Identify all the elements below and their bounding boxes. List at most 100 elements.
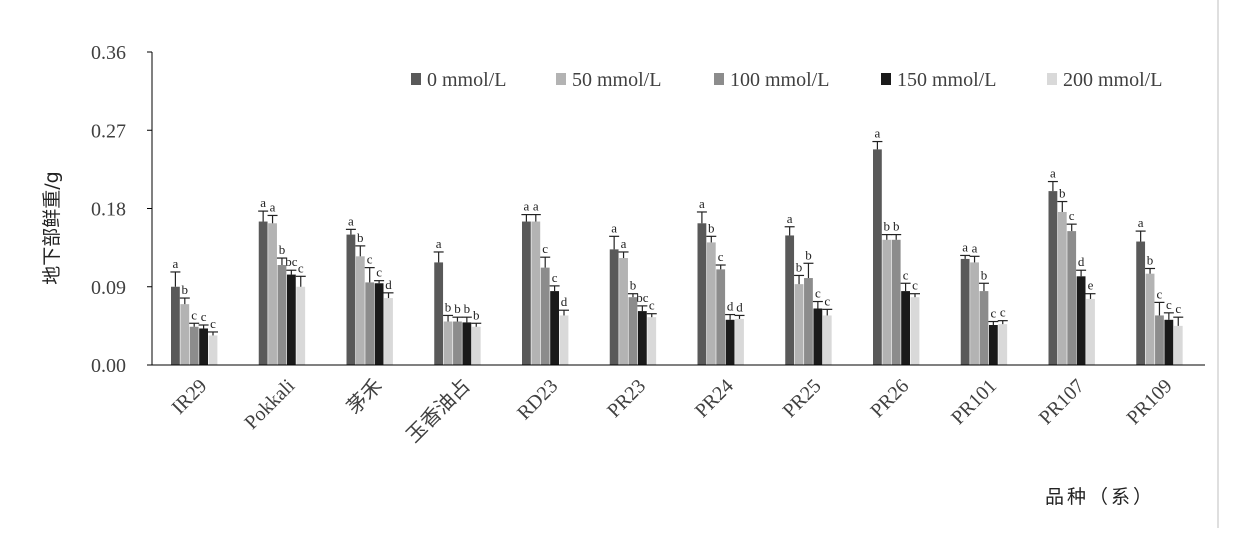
bar: [998, 324, 1008, 365]
x-axis-title: 品种（系）: [1045, 486, 1155, 508]
significance-label: c: [990, 306, 996, 321]
significance-label: a: [173, 256, 179, 271]
significance-label: a: [875, 126, 881, 141]
x-tick-label: PR26: [866, 375, 913, 422]
significance-label: b: [1059, 186, 1066, 201]
bar: [1164, 319, 1174, 365]
y-axis: 0.00 0.09 0.18 0.27 0.36: [91, 42, 153, 377]
bar: [434, 262, 444, 365]
bar: [628, 297, 638, 365]
significance-label: c: [1157, 286, 1163, 301]
significance-label: c: [649, 298, 655, 313]
significance-label: c: [1069, 208, 1075, 223]
y-tick-label: 0.09: [91, 277, 126, 299]
significance-label: a: [533, 199, 539, 214]
significance-label: c: [552, 270, 558, 285]
significance-label: c: [367, 252, 373, 267]
x-tick-label: RD23: [513, 375, 562, 424]
x-tick-label: 玉香油占: [402, 374, 475, 447]
bar: [988, 325, 998, 365]
bar: [697, 223, 707, 365]
y-tick-label: 0.36: [91, 42, 126, 64]
x-tick-label: Pokkali: [240, 375, 299, 434]
significance-label: c: [542, 241, 548, 256]
significance-label: c: [903, 267, 909, 282]
significance-label: a: [972, 240, 978, 255]
bar: [716, 269, 726, 365]
bar: [296, 286, 306, 365]
bar: [637, 311, 647, 365]
bar: [258, 221, 268, 365]
significance-label: e: [1088, 278, 1094, 293]
bar: [374, 283, 384, 365]
bar: [804, 278, 813, 365]
x-tick-label: PR109: [1123, 375, 1177, 429]
significance-label: c: [718, 249, 724, 264]
bar: [901, 291, 910, 365]
significance-label: a: [1050, 166, 1056, 181]
bar: [1155, 315, 1164, 365]
bar: [1067, 231, 1077, 365]
bar: [1145, 273, 1155, 365]
bar: [794, 284, 804, 365]
significance-label: a: [270, 199, 276, 214]
bar: [785, 235, 795, 365]
bar: [180, 304, 190, 365]
bar: [471, 326, 481, 365]
bar: [1057, 211, 1067, 365]
bar: [960, 258, 970, 365]
significance-label: a: [524, 199, 530, 214]
bar: [199, 328, 208, 365]
significance-label: b: [630, 278, 637, 293]
significance-label: d: [736, 299, 743, 314]
x-tick-label: 茅禾: [342, 374, 387, 419]
significance-label: a: [436, 236, 442, 251]
x-tick-label: PR23: [603, 375, 650, 422]
significance-label: b: [1147, 252, 1154, 267]
bar: [531, 221, 541, 365]
bar: [882, 239, 892, 365]
bar: [286, 274, 296, 365]
bar: [171, 286, 180, 365]
legend-label: 200 mmol/L: [1063, 69, 1162, 91]
significance-label: d: [1078, 254, 1085, 269]
x-axis: IR29 Pokkali 茅禾 玉香油占 RD23 PR23 PR24 PR25 PR26 PR1…: [152, 364, 1205, 447]
legend-swatch: [556, 73, 566, 85]
x-tick-label: PR107: [1035, 375, 1089, 429]
bar: [462, 322, 472, 365]
significance-label: a: [699, 196, 705, 211]
significance-label: b: [454, 301, 461, 316]
bar: [384, 298, 393, 365]
significance-label: b: [981, 267, 988, 282]
legend-swatch: [1047, 73, 1057, 85]
significance-label: c: [912, 278, 918, 293]
legend-label: 100 mmol/L: [730, 69, 829, 91]
bar: [1076, 276, 1086, 365]
significance-label: b: [182, 282, 189, 297]
bar: [1086, 298, 1095, 365]
significance-label: c: [1000, 305, 1006, 320]
bar: [355, 256, 365, 365]
significance-label: c: [1175, 301, 1181, 316]
bar: [647, 317, 657, 365]
bar: [559, 315, 569, 365]
significance-label: d: [727, 299, 734, 314]
significance-label: c: [815, 286, 821, 301]
significance-label: a: [962, 239, 968, 254]
y-tick-label: 0.27: [91, 120, 126, 142]
bar: [813, 308, 823, 365]
significance-label: a: [1138, 215, 1144, 230]
significance-label: bc: [636, 290, 649, 305]
significance-label: c: [298, 260, 304, 275]
bar: [970, 262, 979, 365]
significance-label: b: [884, 219, 891, 234]
bar: [1048, 191, 1058, 365]
significance-label: bc: [285, 254, 298, 269]
significance-label: b: [357, 230, 364, 245]
significance-label: b: [279, 242, 286, 257]
bar: [1136, 241, 1146, 365]
bar: [822, 315, 832, 365]
significance-label: c: [1166, 297, 1172, 312]
